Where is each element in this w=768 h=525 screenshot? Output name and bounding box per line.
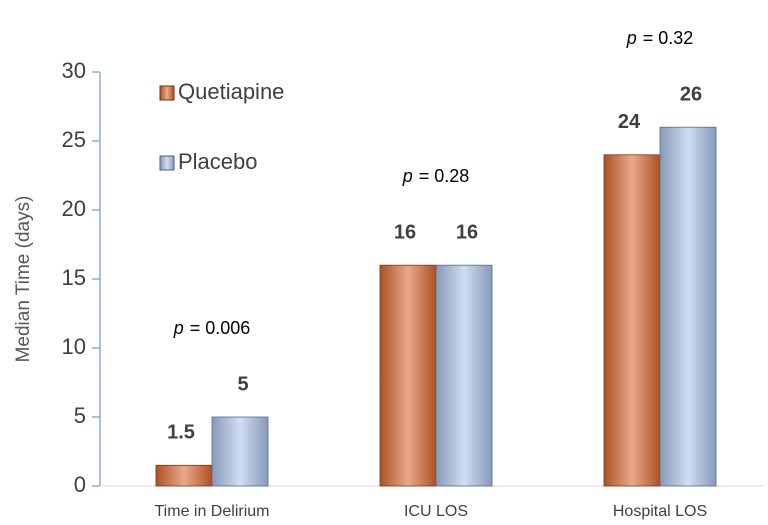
x-tick-label: Time in Delirium xyxy=(155,503,270,520)
bar xyxy=(435,264,493,487)
bar xyxy=(659,126,717,487)
legend-label: Placebo xyxy=(178,149,258,174)
y-tick-label: 25 xyxy=(62,127,86,152)
y-tick-label: 5 xyxy=(74,403,86,428)
y-tick-label: 10 xyxy=(62,334,86,359)
annotation-text: = 0.006 xyxy=(190,318,251,338)
y-tick-label: 20 xyxy=(62,196,86,221)
legend-swatch xyxy=(159,85,175,101)
annotation: p = 0.006 xyxy=(173,318,251,338)
y-tick-label: 0 xyxy=(74,472,86,497)
bar xyxy=(155,464,213,487)
bar xyxy=(603,154,661,487)
bar xyxy=(379,264,437,487)
annotation-symbol: p xyxy=(402,166,413,186)
y-axis-label: Median Time (days) xyxy=(13,196,34,363)
value-label: 26 xyxy=(680,83,702,105)
annotation-text: = 0.32 xyxy=(643,28,694,48)
x-tick-label: Hospital LOS xyxy=(613,503,707,520)
annotation-text: = 0.28 xyxy=(419,166,470,186)
x-tick-label: ICU LOS xyxy=(404,503,468,520)
y-tick-label: 15 xyxy=(62,265,86,290)
annotation-symbol: p xyxy=(626,28,637,48)
annotation-symbol: p xyxy=(173,318,184,338)
value-label: 5 xyxy=(237,373,248,395)
bar xyxy=(211,416,269,487)
legend-label: Quetiapine xyxy=(178,79,284,104)
y-tick-label: 30 xyxy=(62,58,86,83)
value-label: 24 xyxy=(618,111,641,133)
annotation: p = 0.28 xyxy=(402,166,470,186)
value-label: 16 xyxy=(456,221,478,243)
annotation: p = 0.32 xyxy=(626,28,694,48)
legend-swatch xyxy=(159,155,175,171)
value-label: 1.5 xyxy=(167,422,195,444)
value-label: 16 xyxy=(394,221,416,243)
